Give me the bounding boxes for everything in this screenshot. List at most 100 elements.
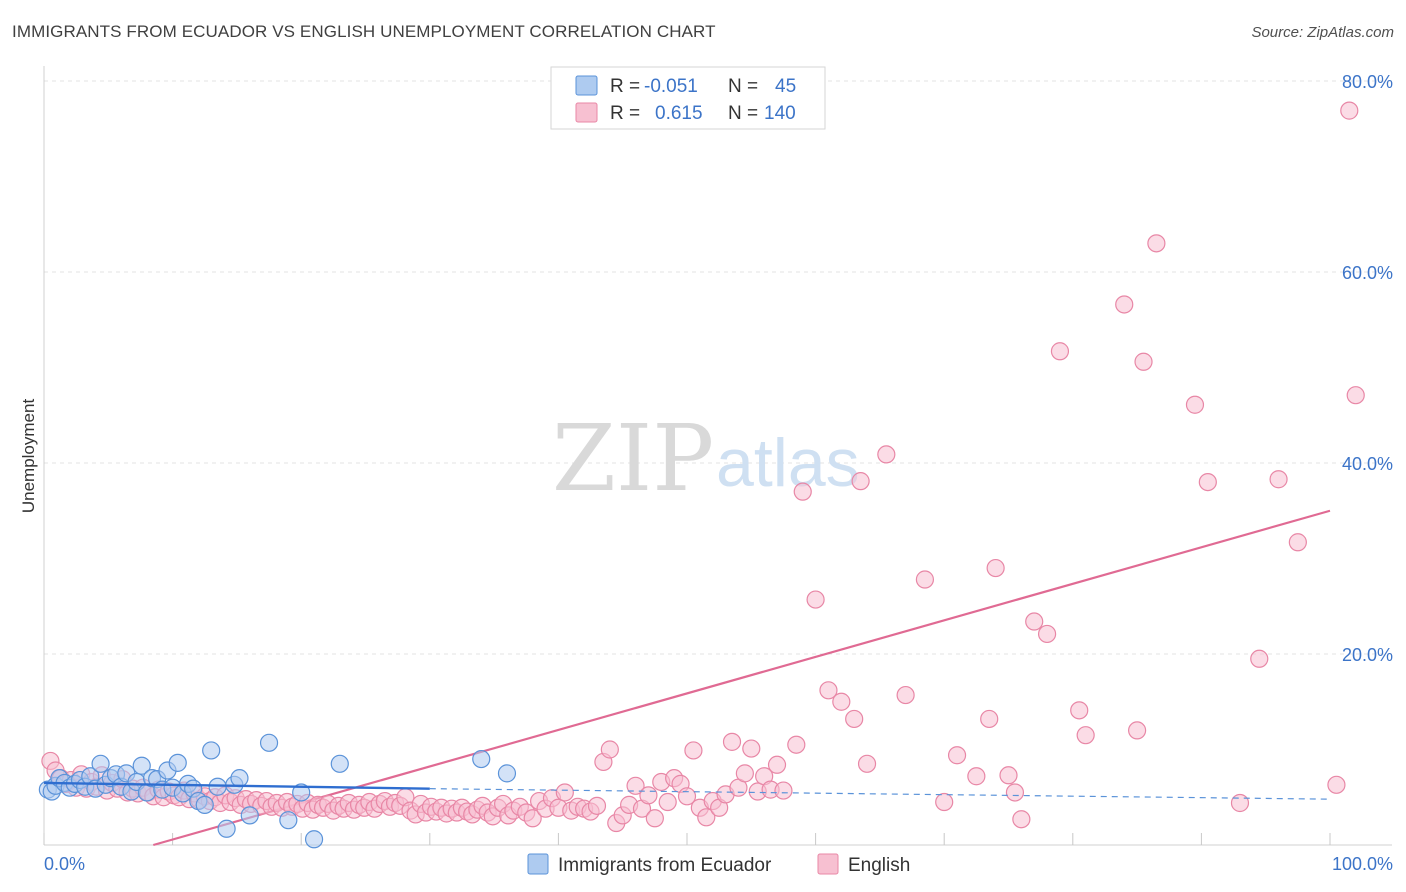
gridlines xyxy=(44,80,1392,655)
data-point xyxy=(1037,624,1057,644)
y-tick-label: 80.0% xyxy=(1342,72,1393,92)
data-point xyxy=(722,732,742,751)
legend-n-value-pink: 140 xyxy=(764,103,796,124)
data-point xyxy=(986,558,1005,578)
data-point xyxy=(935,792,954,812)
data-point xyxy=(793,482,812,501)
data-point xyxy=(1288,533,1307,552)
data-point xyxy=(806,590,825,609)
data-point xyxy=(735,764,754,783)
data-point xyxy=(677,787,697,806)
legend-r-label-blue: R = xyxy=(610,76,640,97)
trend-line-ecuador-extrapolated xyxy=(429,788,1331,800)
bottom-legend-label-ecuador: Immigrants from Ecuador xyxy=(558,855,772,876)
data-point xyxy=(774,781,793,800)
data-point xyxy=(1050,342,1070,361)
data-point xyxy=(658,792,677,812)
x-tick-label: 0.0% xyxy=(44,854,85,874)
axes xyxy=(43,66,1392,846)
y-tick-label: 20.0% xyxy=(1342,645,1393,665)
data-point xyxy=(587,796,607,815)
data-point xyxy=(845,709,864,729)
data-point xyxy=(202,741,221,760)
bottom-legend: Immigrants from Ecuador English xyxy=(527,853,910,876)
x-tick-labels: 0.0% 100.0% xyxy=(44,854,1393,874)
data-point xyxy=(600,740,619,759)
data-point xyxy=(832,692,851,711)
legend-n-value-blue: 45 xyxy=(775,76,796,97)
data-point xyxy=(1230,793,1250,813)
data-point xyxy=(1076,726,1095,745)
data-point xyxy=(896,685,915,705)
data-point xyxy=(1269,470,1288,489)
legend-swatch-pink xyxy=(575,102,598,123)
y-tick-label: 40.0% xyxy=(1342,454,1393,474)
bottom-legend-label-english: English xyxy=(848,855,910,876)
data-point xyxy=(555,783,574,802)
trend-lines-ecuador xyxy=(43,781,1331,800)
data-point xyxy=(472,749,491,769)
data-point xyxy=(626,776,645,795)
trend-line-ecuador xyxy=(43,781,430,790)
data-point xyxy=(195,795,214,814)
data-point xyxy=(1115,295,1134,314)
y-tick-labels: 20.0% 40.0% 60.0% 80.0% xyxy=(1342,72,1393,665)
data-point xyxy=(259,733,279,752)
data-point xyxy=(1025,612,1044,631)
y-axis-title: Unemployment xyxy=(19,399,38,514)
watermark-atlas: atlas xyxy=(716,425,860,501)
points-ecuador xyxy=(38,733,517,849)
data-point xyxy=(980,709,999,729)
legend-n-label-blue: N = xyxy=(728,76,758,97)
data-point xyxy=(684,741,703,760)
data-point xyxy=(330,754,349,773)
data-point xyxy=(91,754,110,773)
data-point xyxy=(1327,775,1346,794)
data-point xyxy=(967,767,986,786)
data-point xyxy=(947,746,967,765)
data-point xyxy=(292,783,311,802)
data-point xyxy=(697,808,716,827)
legend-box: R = -0.051 N = 45 R = 0.615 N = 140 xyxy=(550,66,826,130)
data-point xyxy=(1147,234,1166,253)
data-point xyxy=(915,570,935,589)
data-point xyxy=(240,806,259,825)
data-point xyxy=(639,786,658,805)
data-point xyxy=(523,809,542,828)
data-point xyxy=(819,681,838,700)
data-point xyxy=(497,764,517,783)
data-point xyxy=(1127,721,1147,740)
bottom-legend-swatch-english xyxy=(817,853,839,875)
data-point xyxy=(132,756,151,775)
data-point xyxy=(742,739,761,758)
data-point xyxy=(1134,352,1153,371)
data-point xyxy=(767,755,787,774)
legend-swatch-blue xyxy=(575,75,598,96)
watermark: ZIP atlas xyxy=(552,405,860,512)
legend-r-value-blue: -0.051 xyxy=(644,76,698,97)
data-point xyxy=(1070,701,1089,720)
data-point xyxy=(1185,395,1205,414)
chart-title: IMMIGRANTS FROM ECUADOR VS ENGLISH UNEMP… xyxy=(12,22,716,41)
data-point xyxy=(645,809,664,828)
data-point xyxy=(279,811,298,830)
bottom-legend-swatch-ecuador xyxy=(527,853,549,875)
data-point xyxy=(1005,783,1025,802)
data-point xyxy=(1346,386,1365,405)
data-point xyxy=(1012,810,1031,829)
data-point xyxy=(168,753,187,772)
data-point xyxy=(851,472,870,491)
data-point xyxy=(787,735,806,754)
data-point xyxy=(857,754,877,773)
y-tick-label: 60.0% xyxy=(1342,263,1393,283)
data-point xyxy=(230,769,249,788)
data-point xyxy=(304,830,324,849)
data-point xyxy=(217,819,236,838)
legend-r-value-pink: 0.615 xyxy=(655,103,703,124)
legend-n-label-pink: N = xyxy=(728,103,758,124)
data-point xyxy=(1198,473,1217,492)
watermark-zip: ZIP xyxy=(552,405,714,512)
trend-line-english xyxy=(153,509,1331,847)
data-point xyxy=(877,445,896,464)
